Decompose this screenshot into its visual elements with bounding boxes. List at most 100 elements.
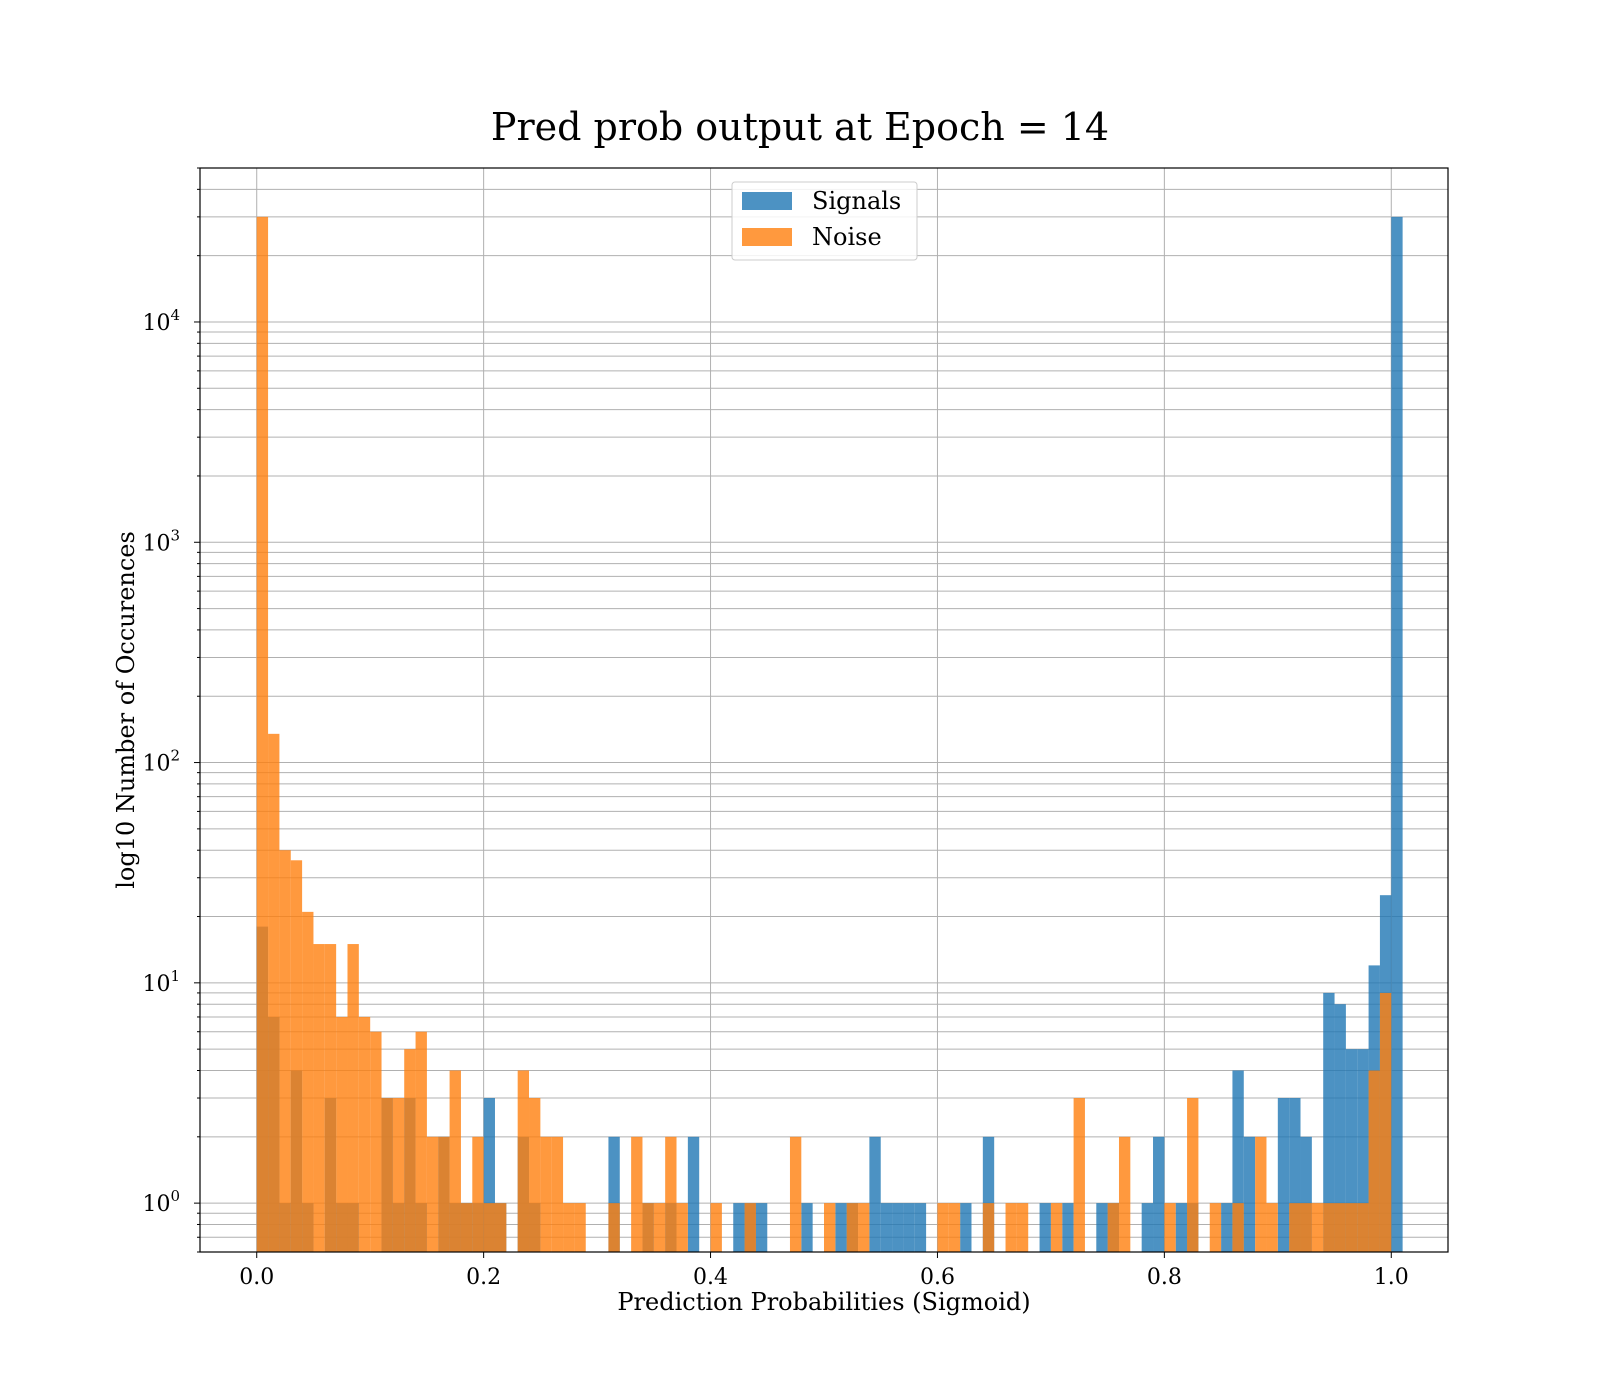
- signals-bar: [608, 1136, 620, 1252]
- noise-bar: [642, 1203, 654, 1252]
- chart-title: Pred prob output at Epoch = 14: [491, 105, 1109, 149]
- signals-bar: [1300, 1136, 1312, 1252]
- noise-bar: [313, 944, 325, 1252]
- noise-bar: [256, 216, 269, 1253]
- signals-bar: [869, 1136, 881, 1252]
- signals-bar: [1175, 1203, 1188, 1252]
- signals-bar: [1039, 1203, 1051, 1252]
- noise-bar: [1016, 1203, 1029, 1252]
- noise-bar: [1357, 1203, 1369, 1252]
- legend-label-noise: Noise: [812, 223, 882, 251]
- noise-bar: [483, 1203, 495, 1252]
- noise-bar: [846, 1203, 859, 1252]
- noise-bar: [948, 1203, 961, 1252]
- signals-bar: [1323, 992, 1335, 1252]
- y-axis-label: log10 Number of Occurences: [112, 531, 140, 889]
- noise-bar: [494, 1203, 507, 1252]
- noise-bar: [1379, 992, 1392, 1252]
- signals-bar: [960, 1203, 972, 1252]
- noise-bar: [551, 1136, 564, 1252]
- noise-bar: [268, 733, 280, 1252]
- noise-bar: [290, 860, 303, 1252]
- legend-label-signals: Signals: [812, 187, 901, 215]
- histogram-bars: [256, 216, 1403, 1253]
- signals-bar: [1141, 1203, 1154, 1252]
- y-tick-label: 102: [142, 747, 180, 777]
- noise-bar: [744, 1203, 756, 1252]
- signals-bar: [801, 1203, 813, 1252]
- noise-bar: [574, 1203, 586, 1252]
- x-tick-label: 0.4: [693, 1265, 728, 1290]
- grid-lines: [200, 167, 1448, 1253]
- signals-bar: [1357, 1049, 1369, 1252]
- x-tick-label: 1.0: [1374, 1265, 1409, 1290]
- x-tick-label: 0.6: [920, 1265, 955, 1290]
- noise-bar: [336, 1016, 348, 1252]
- noise-bar: [653, 1203, 666, 1252]
- noise-bar: [1209, 1203, 1222, 1252]
- noise-bar: [358, 1016, 371, 1252]
- signals-bar: [982, 1136, 995, 1252]
- y-tick-label: 103: [142, 526, 180, 556]
- noise-bar: [392, 1098, 405, 1252]
- noise-bar: [1005, 1203, 1017, 1252]
- noise-bar: [302, 911, 314, 1252]
- noise-bar: [858, 1203, 870, 1252]
- noise-bar: [1187, 1098, 1199, 1252]
- signals-bar: [1277, 1098, 1290, 1252]
- noise-bar: [789, 1136, 802, 1252]
- signals-bar: [755, 1203, 768, 1252]
- noise-bar: [710, 1203, 722, 1252]
- signals-bar: [687, 1136, 700, 1252]
- noise-bar: [1300, 1203, 1312, 1252]
- noise-bar: [449, 1070, 461, 1252]
- noise-bar: [1118, 1136, 1131, 1252]
- noise-bar: [937, 1203, 949, 1252]
- noise-bar: [529, 1098, 541, 1252]
- x-tick-label: 0.8: [1147, 1265, 1182, 1290]
- y-axis-ticks: 100 101 102 103 104: [142, 167, 200, 1253]
- signals-bar: [1345, 1049, 1358, 1252]
- signals-bar: [483, 1098, 495, 1252]
- noise-bar: [540, 1136, 552, 1252]
- legend-swatch-signals: [742, 192, 792, 210]
- noise-bar: [1255, 1136, 1267, 1252]
- signals-bar: [903, 1203, 915, 1252]
- signals-bar: [892, 1203, 904, 1252]
- signals-bar: [1391, 216, 1403, 1253]
- noise-bar: [381, 1098, 393, 1252]
- noise-bar: [824, 1203, 836, 1252]
- noise-bar: [1323, 1203, 1335, 1252]
- noise-bar: [665, 1136, 677, 1252]
- noise-bar: [1050, 1203, 1063, 1252]
- signals-bar: [1221, 1203, 1233, 1252]
- noise-bar: [279, 850, 291, 1252]
- noise-bar: [982, 1203, 995, 1252]
- noise-bar: [1334, 1203, 1346, 1252]
- noise-bar: [404, 1049, 416, 1252]
- noise-bar: [460, 1203, 473, 1252]
- noise-bar: [1107, 1203, 1119, 1252]
- noise-bar: [1232, 1203, 1244, 1252]
- noise-bar: [1311, 1203, 1324, 1252]
- noise-bar: [563, 1203, 575, 1252]
- y-tick-label: 100: [142, 1187, 180, 1217]
- noise-bar: [1266, 1203, 1278, 1252]
- y-tick-label: 101: [142, 967, 180, 997]
- noise-bar: [608, 1203, 620, 1252]
- noise-bar: [324, 944, 337, 1252]
- noise-bar: [517, 1070, 530, 1252]
- x-tick-label: 0.0: [239, 1265, 274, 1290]
- signals-bar: [1232, 1070, 1244, 1252]
- signals-bar: [1062, 1203, 1074, 1252]
- legend: Signals Noise: [731, 181, 918, 261]
- x-axis-ticks: 0.0 0.2 0.4 0.6 0.8 1.0: [239, 1252, 1409, 1290]
- signals-bar: [1289, 1098, 1301, 1252]
- signals-bar: [914, 1203, 927, 1252]
- noise-bar: [370, 1031, 382, 1252]
- signals-bar: [1334, 1004, 1346, 1252]
- noise-bar: [347, 944, 359, 1252]
- x-axis-label: Prediction Probabilities (Sigmoid): [617, 1288, 1030, 1316]
- legend-swatch-noise: [742, 228, 792, 246]
- signals-bar: [835, 1203, 847, 1252]
